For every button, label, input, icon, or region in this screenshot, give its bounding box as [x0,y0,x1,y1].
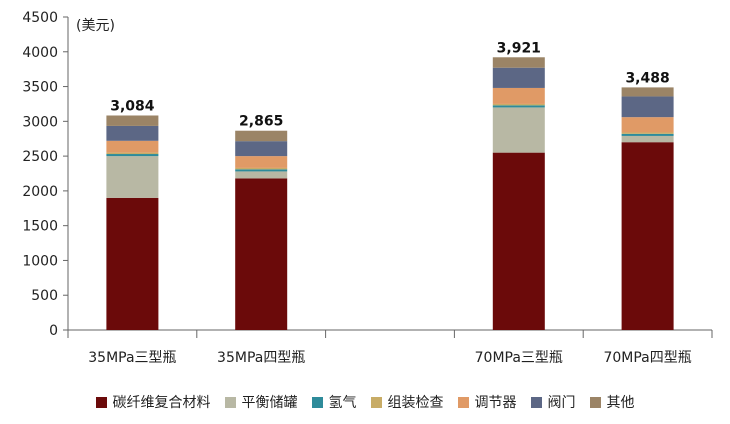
bar-segment [621,132,674,134]
legend-swatch [589,396,601,408]
legend-item: 碳纤维复合材料 [95,392,211,412]
x-axis: 35MPa三型瓶 35MPa四型瓶 70MPa三型瓶 70MPa四型瓶 [67,329,713,366]
bar-segment [235,178,288,330]
x-tick-label: 70MPa四型瓶 [603,350,691,366]
bar-segment [106,125,159,141]
bar-segment [235,169,288,172]
bar-segment [621,135,674,143]
legend-swatch [370,396,382,408]
bar-segment [492,152,545,330]
y-tick-label: 1000 [22,253,58,269]
y-tick-label: 4000 [22,45,58,61]
bar-segment [106,115,159,126]
bars [106,57,674,330]
legend-swatch [457,396,469,408]
y-tick-label: 4500 [22,10,58,26]
bar-segment [492,87,545,104]
legend-label: 组装检查 [387,395,444,411]
legend-item: 平衡储罐 [224,392,298,412]
y-tick-label: 1500 [22,219,58,235]
bar-segment [492,105,545,108]
bar-segment [621,87,674,97]
legend-label: 阀门 [547,395,576,411]
y-axis: 0 500 1000 1500 2000 2500 3000 3500 4000 4500 [22,10,69,339]
legend: 碳纤维复合材料 平衡储罐 氢气 组装检查 调节器 阀门 其他 [0,390,730,414]
x-tick-label: 35MPa四型瓶 [217,350,305,366]
y-tick-label: 2500 [22,149,58,165]
bar-segment [492,67,545,88]
bar-segment [492,103,545,106]
bar-segment [106,154,159,157]
bar-segment [235,171,288,179]
legend-label: 其他 [606,395,635,411]
bar-segment [621,133,674,136]
bar-segment [621,142,674,330]
legend-swatch [95,396,107,408]
y-tick-label: 0 [49,323,58,339]
y-axis-label: (美元) [76,18,115,34]
legend-item: 氢气 [311,392,357,412]
legend-swatch [224,396,236,408]
legend-item: 组装检查 [370,392,444,412]
legend-label: 调节器 [474,395,517,411]
legend-label: 氢气 [328,395,357,411]
total-label: 3,921 [497,40,541,56]
bar-segment [235,141,288,157]
bar-segment [106,140,159,153]
legend-label: 碳纤维复合材料 [112,395,211,411]
y-tick-label: 500 [31,288,58,304]
y-tick-label: 3500 [22,80,58,96]
bar-segment [106,197,159,330]
bar-segment [235,167,288,170]
bar-segment [621,117,674,133]
y-tick-label: 3000 [22,114,58,130]
legend-swatch [311,396,323,408]
legend-item: 其他 [589,392,635,412]
total-label: 3,488 [625,70,669,86]
bar-segment [621,96,674,118]
bar-segment [235,156,288,168]
y-tick-label: 2000 [22,184,58,200]
legend-label: 平衡储罐 [241,395,298,411]
bar-segment [492,107,545,153]
bar-segment [106,152,159,155]
total-label: 2,865 [239,114,283,130]
total-labels: 3,084 2,865 3,921 3,488 [110,40,669,129]
bar-segment [106,156,159,198]
bar-segment [235,130,288,142]
legend-item: 调节器 [457,392,517,412]
x-tick-label: 70MPa三型瓶 [475,350,563,366]
total-label: 3,084 [110,98,155,114]
bar-segment [492,57,545,68]
legend-swatch [530,396,542,408]
x-tick-label: 35MPa三型瓶 [88,350,176,366]
legend-item: 阀门 [530,392,576,412]
